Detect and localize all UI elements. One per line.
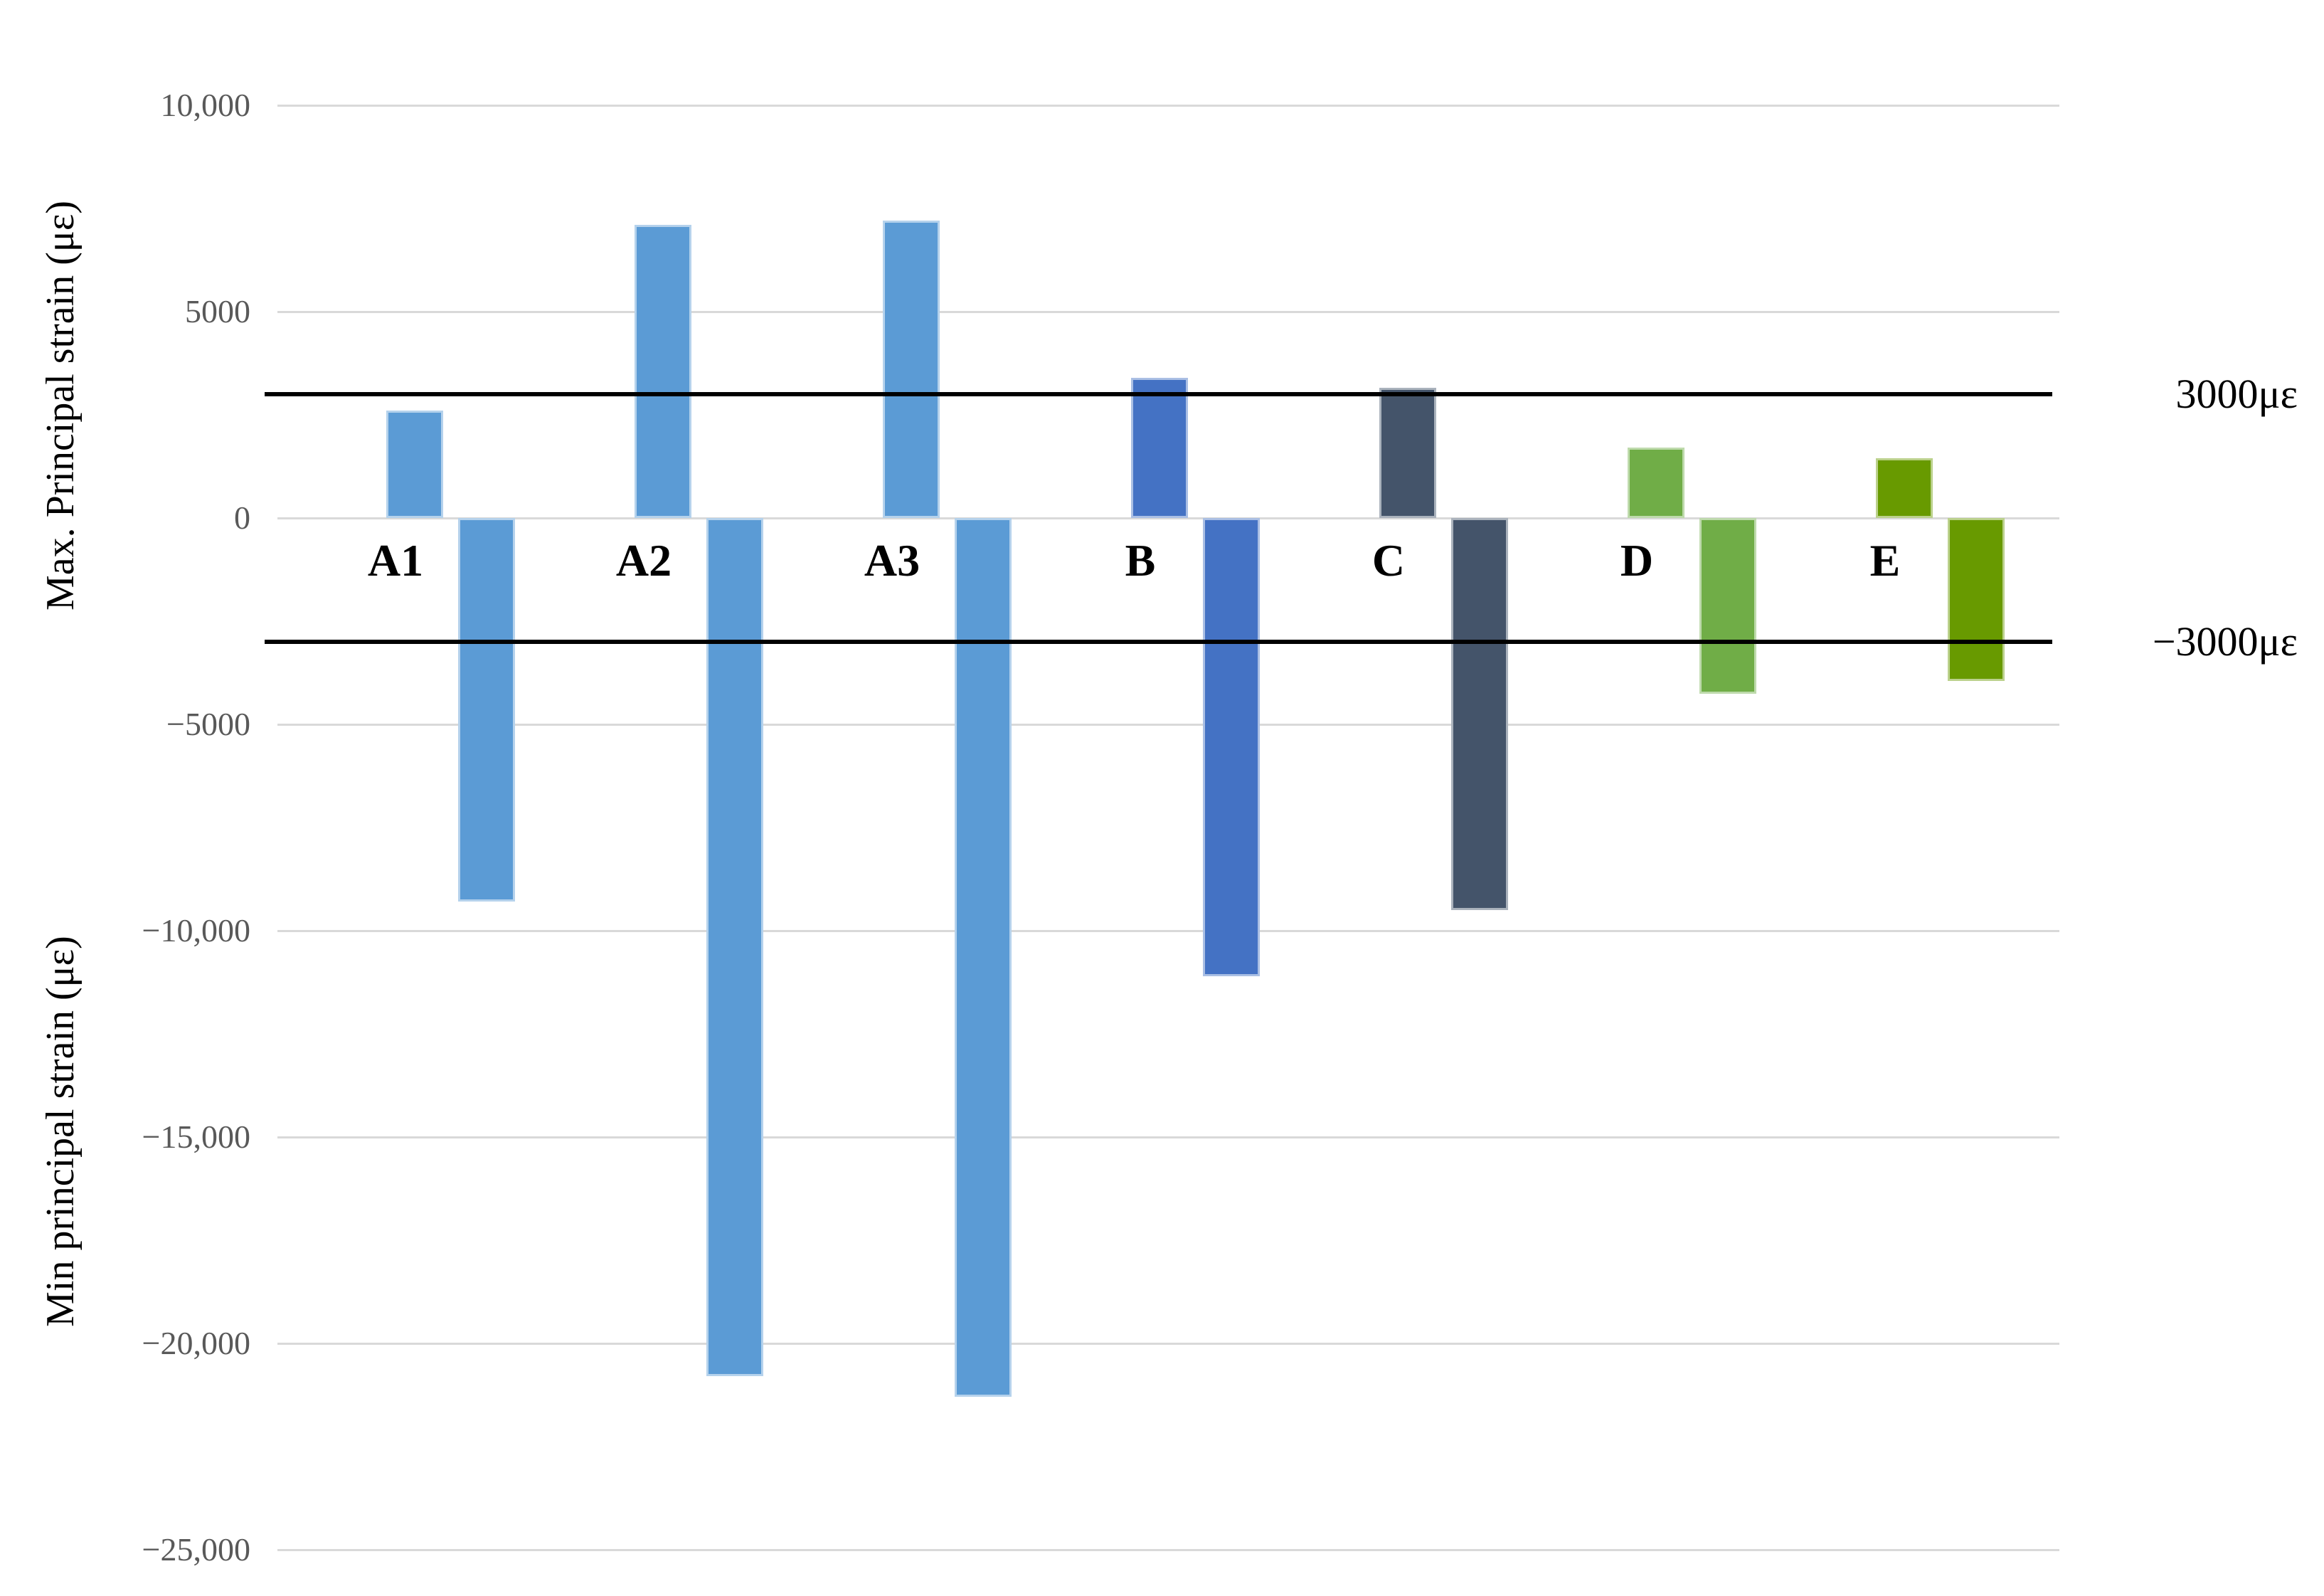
gridline	[277, 1343, 2059, 1345]
gridline	[277, 105, 2059, 107]
reference-line	[265, 640, 2052, 644]
reference-line-label: −3000με	[2152, 618, 2298, 665]
category-label-A2: A2	[615, 535, 672, 586]
y-axis-title-max: Max. Principal strain (με)	[38, 200, 83, 611]
bar-E-min	[1948, 518, 2005, 682]
bar-A2-min	[706, 518, 763, 1377]
category-label-D: D	[1620, 535, 1654, 586]
bar-A1-min	[458, 518, 515, 902]
bar-A2-max	[635, 225, 691, 518]
reference-line	[265, 392, 2052, 396]
y-tick-label: 0	[234, 500, 250, 536]
y-tick-label: 10,000	[160, 87, 251, 123]
bar-C-min	[1451, 518, 1508, 910]
gridline	[277, 930, 2059, 932]
gridline	[277, 724, 2059, 726]
y-tick-label: −5000	[166, 706, 250, 742]
category-label-A1: A1	[367, 535, 424, 586]
bar-D-min	[1699, 518, 1756, 694]
bar-C-max	[1379, 388, 1436, 518]
gridline	[277, 1549, 2059, 1551]
reference-line-label: 3000με	[2175, 371, 2298, 417]
bar-A1-max	[386, 411, 443, 518]
gridline	[277, 1136, 2059, 1138]
bar-B-max	[1131, 377, 1188, 518]
y-tick-label: −15,000	[142, 1119, 250, 1155]
gridline	[277, 517, 2059, 519]
bar-D-max	[1628, 448, 1684, 518]
y-tick-label: −25,000	[142, 1531, 250, 1568]
y-tick-label: 5000	[185, 293, 250, 329]
bar-A3-max	[883, 221, 940, 518]
bar-E-max	[1876, 458, 1933, 518]
gridline	[277, 311, 2059, 313]
y-tick-label: −10,000	[142, 912, 250, 948]
category-label-B: B	[1125, 535, 1156, 586]
category-label-A3: A3	[864, 535, 920, 586]
y-tick-label: −20,000	[142, 1325, 250, 1361]
bar-A3-min	[955, 518, 1012, 1397]
category-label-E: E	[1869, 535, 1901, 586]
bar-B-min	[1203, 518, 1260, 976]
category-label-C: C	[1371, 535, 1406, 586]
